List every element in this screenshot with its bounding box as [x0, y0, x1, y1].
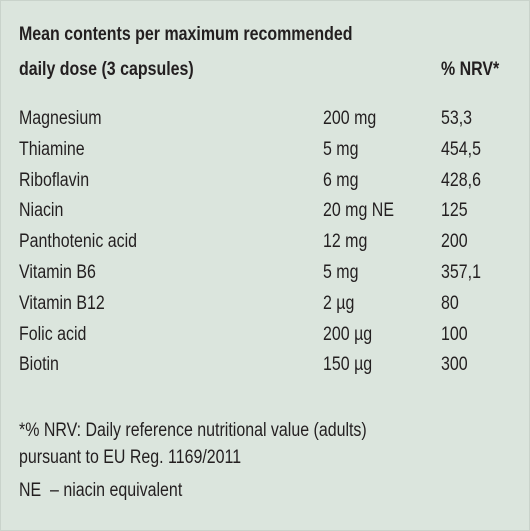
nrv-value: 100 [441, 323, 468, 345]
nrv-value: 300 [441, 354, 468, 376]
amount: 5 mg [323, 262, 359, 283]
amount: 2 µg [323, 292, 355, 314]
amount: 12 mg [323, 231, 368, 253]
nrv-value: 357,1 [441, 262, 481, 283]
amount: 200 mg [323, 108, 377, 129]
nrv-value: 428,6 [441, 169, 481, 191]
nrv-value: 125 [441, 200, 468, 222]
footnote: pursuant to EU Reg. 1169/2011 [19, 447, 242, 468]
footnote: NE – niacin equivalent [19, 480, 183, 501]
amount: 200 µg [323, 323, 373, 345]
nrv-value: 200 [441, 231, 468, 253]
header-title: daily dose (3 capsules) [19, 59, 194, 80]
amount: 150 µg [323, 354, 373, 376]
nutrient-name: Niacin [19, 200, 64, 222]
amount: 5 mg [323, 138, 359, 160]
nutrient-name: Vitamin B6 [19, 262, 96, 283]
header-title: Mean contents per maximum recommended [19, 24, 353, 45]
nutrient-name: Panthotenic acid [19, 231, 138, 253]
nutrient-name: Thiamine [19, 138, 85, 160]
amount: 20 mg NE [323, 200, 394, 222]
footnote: *% NRV: Daily reference nutritional valu… [19, 420, 367, 441]
nrv-header: % NRV* [441, 59, 500, 80]
nutrient-name: Vitamin B12 [19, 292, 105, 314]
nutrient-name: Biotin [19, 354, 59, 376]
amount: 6 mg [323, 169, 359, 191]
nutrient-name: Magnesium [19, 108, 102, 129]
nutrient-name: Riboflavin [19, 169, 90, 191]
nrv-value: 80 [441, 292, 459, 314]
nrv-value: 53,3 [441, 108, 473, 129]
nutrient-name: Folic acid [19, 323, 87, 345]
nrv-value: 454,5 [441, 138, 481, 160]
